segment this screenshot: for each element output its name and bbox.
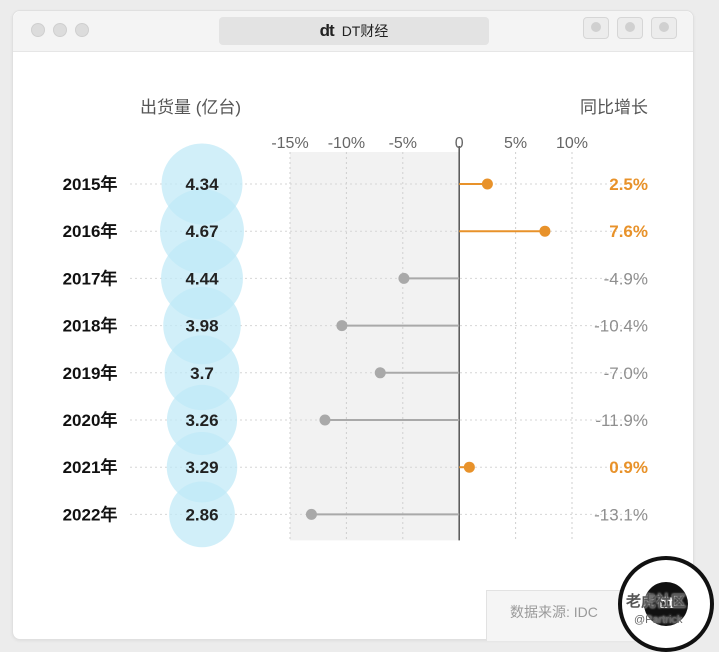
growth-point xyxy=(374,367,386,379)
shipment-bubbles xyxy=(160,143,244,548)
shipment-value: 3.26 xyxy=(185,411,218,430)
watermark-logo-icon: dt xyxy=(644,582,688,626)
lock-button[interactable] xyxy=(651,17,677,39)
dt-logo-icon: dt xyxy=(319,21,335,40)
growth-value: 2.5% xyxy=(609,175,648,194)
year-label: 2018年 xyxy=(63,316,118,336)
year-label: 2020年 xyxy=(63,410,118,430)
year-label: 2019年 xyxy=(63,363,118,383)
maximize-icon[interactable] xyxy=(75,23,89,37)
shipment-value: 4.67 xyxy=(185,222,218,241)
record-icon xyxy=(591,22,601,32)
year-label: 2015年 xyxy=(63,174,118,194)
home-button[interactable] xyxy=(617,17,643,39)
lock-icon xyxy=(659,22,669,32)
growth-point xyxy=(336,320,348,332)
watermark-handle: @Partrick xyxy=(634,614,683,626)
close-icon[interactable] xyxy=(31,23,45,37)
negative-zone-shade xyxy=(290,152,460,541)
shipment-value: 3.29 xyxy=(185,458,218,477)
growth-value: -7.0% xyxy=(604,364,648,383)
x-tick-label: -15% xyxy=(271,135,308,152)
x-tick-label: 10% xyxy=(556,135,588,152)
growth-stems xyxy=(305,178,551,520)
window-title: DT财经 xyxy=(341,23,389,39)
year-label: 2022年 xyxy=(63,504,118,524)
growth-value: 0.9% xyxy=(609,458,648,477)
growth-point xyxy=(398,272,410,284)
year-label: 2016年 xyxy=(63,221,118,241)
growth-value: -4.9% xyxy=(604,269,648,288)
growth-point xyxy=(481,178,493,190)
title-pill: dt DT财经 xyxy=(219,17,489,45)
year-label: 2017年 xyxy=(63,268,118,288)
growth-value: -10.4% xyxy=(594,317,648,336)
shipment-value: 4.34 xyxy=(185,175,219,194)
shipment-value: 2.86 xyxy=(185,505,218,524)
shipment-value: 3.98 xyxy=(185,317,218,336)
x-tick-label: 0 xyxy=(455,135,464,152)
title-bar: dt DT财经 xyxy=(13,11,693,52)
shipment-bubble xyxy=(169,481,235,548)
row-labels: 2015年 4.34 2.5% 2016年 4.67 7.6% 2017年 4.44 -4.9%… xyxy=(63,174,648,524)
x-tick-label: 5% xyxy=(504,135,527,152)
watermark-text: 老虎社区 xyxy=(626,593,687,610)
x-tick-label: -5% xyxy=(389,135,417,152)
shipment-value: 3.7 xyxy=(190,364,214,383)
growth-value: -11.9% xyxy=(595,411,648,430)
growth-point xyxy=(463,461,475,473)
growth-point xyxy=(539,225,551,237)
year-label: 2021年 xyxy=(63,457,118,477)
growth-value: 7.6% xyxy=(609,222,648,241)
growth-value: -13.1% xyxy=(594,505,648,524)
growth-header: 同比增长 xyxy=(580,98,648,117)
home-icon xyxy=(625,22,635,32)
x-tick-labels: -15% -10% -5% 0 5% 10% xyxy=(271,135,588,152)
source-note: 数据来源: IDC xyxy=(510,604,598,620)
x-tick-label: -10% xyxy=(328,135,365,152)
growth-point xyxy=(305,508,317,520)
shipment-value: 4.44 xyxy=(185,269,219,288)
record-button[interactable] xyxy=(583,17,609,39)
minimize-icon[interactable] xyxy=(53,23,67,37)
shipment-header: 出货量 (亿台) xyxy=(140,98,241,117)
watermark-badge: dt xyxy=(618,556,714,652)
shipment-bubble xyxy=(166,431,238,503)
growth-point xyxy=(319,414,331,426)
